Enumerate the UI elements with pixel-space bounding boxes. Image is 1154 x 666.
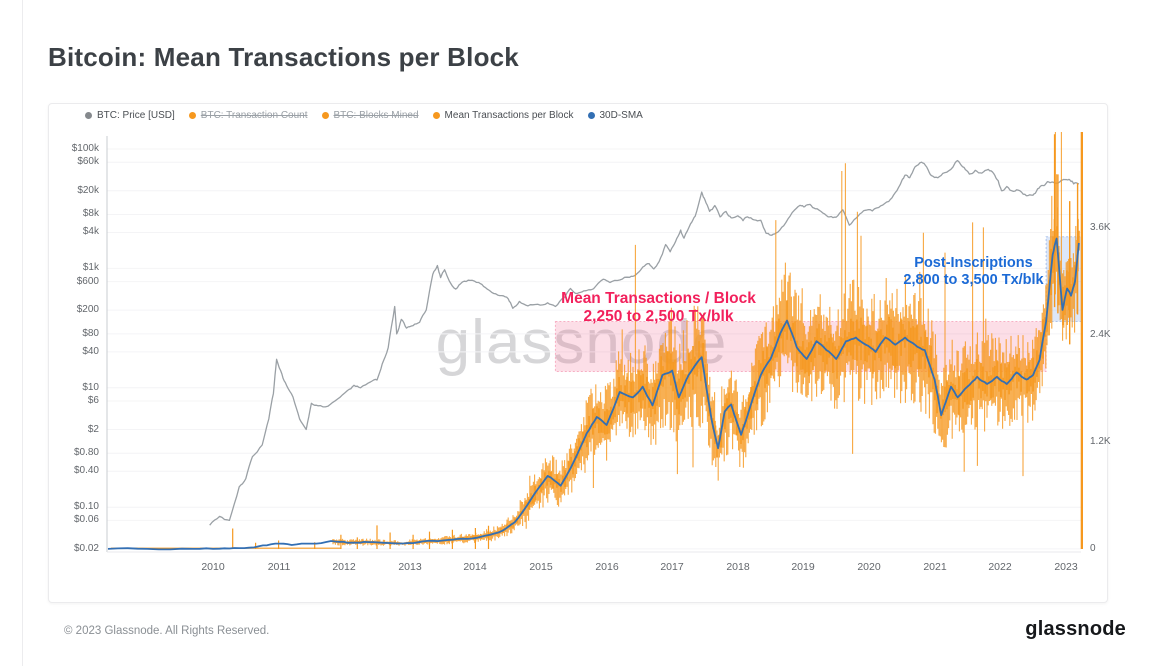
btc-price-line [209, 159, 1080, 526]
page-edge-divider [22, 0, 23, 666]
x-axis-tick: 2019 [791, 561, 815, 573]
x-axis-tick: 2016 [595, 561, 619, 573]
left-axis-tick: $0.02 [73, 543, 99, 554]
x-axis-tick: 2023 [1054, 561, 1078, 573]
legend-item-transaction-count[interactable]: BTC: Transaction Count [188, 110, 308, 121]
left-axis-tick: $0.80 [73, 447, 99, 458]
legend-label: Mean Transactions per Block [444, 110, 574, 121]
left-axis-tick: $80 [82, 328, 99, 339]
annotation-line: Post-Inscriptions [914, 255, 1033, 271]
x-axis-tick: 2013 [398, 561, 422, 573]
x-axis-tick: 2012 [332, 561, 356, 573]
left-axis-tick: $100k [71, 143, 99, 154]
left-axis-tick: $0.40 [73, 465, 99, 476]
x-axis-tick: 2015 [529, 561, 553, 573]
series-dot-icon [321, 112, 329, 119]
series-dot-icon [188, 112, 196, 119]
series-dot-icon [85, 112, 92, 119]
x-axis-tick: 2018 [726, 561, 750, 573]
copyright-text: © 2023 Glassnode. All Rights Reserved. [64, 625, 270, 637]
left-axis-tick: $8k [82, 208, 99, 219]
chart-plot[interactable] [49, 104, 1107, 602]
x-axis-tick: 2011 [267, 561, 291, 573]
series-dot-icon [587, 112, 595, 119]
right-axis-tick: 2.4K [1090, 329, 1111, 340]
left-axis-tick: $6 [87, 395, 99, 406]
annotation-line: 2,800 to 3,500 Tx/blk [903, 272, 1044, 288]
legend-label: BTC: Blocks Mined [333, 110, 419, 121]
x-axis-tick: 2021 [923, 561, 947, 573]
legend-label: 30D-SMA [599, 110, 643, 121]
right-axis-tick: 0 [1090, 543, 1096, 554]
legend-item-btc-price[interactable]: BTC: Price [USD] [85, 110, 175, 121]
glassnode-watermark: glassnode [409, 310, 754, 376]
left-axis-tick: $0.10 [73, 501, 99, 512]
left-axis-tick: $40 [82, 346, 99, 357]
chart-card: BTC: Price [USD] BTC: Transaction Count … [48, 103, 1111, 603]
x-axis-tick: 2017 [660, 561, 684, 573]
legend-label: BTC: Price [USD] [97, 110, 175, 121]
left-axis-tick: $4k [82, 226, 99, 237]
left-axis-tick: $600 [76, 276, 99, 287]
left-axis-tick: $200 [76, 304, 99, 315]
left-axis-tick: $1k [82, 262, 99, 273]
left-axis-tick: $0.06 [73, 514, 99, 525]
x-axis-tick: 2022 [988, 561, 1012, 573]
annotation-line: 2,250 to 2,500 Tx/blk [583, 308, 734, 325]
right-axis-tick: 1.2K [1090, 436, 1111, 447]
x-axis-tick: 2010 [201, 561, 225, 573]
series-dot-icon [432, 112, 440, 119]
left-axis-tick: $10 [82, 382, 99, 393]
sma-line [107, 237, 1080, 551]
mean-range-annotation: Mean Transactions / Block 2,250 to 2,500… [501, 290, 816, 326]
chart-title: Bitcoin: Mean Transactions per Block [48, 42, 519, 72]
x-axis-tick: 2014 [463, 561, 487, 573]
chart-legend: BTC: Price [USD] BTC: Transaction Count … [85, 110, 643, 121]
left-axis-tick: $2 [87, 424, 99, 435]
legend-label: BTC: Transaction Count [200, 110, 308, 121]
right-axis-tick: 3.6K [1090, 222, 1111, 233]
post-inscriptions-annotation: Post-Inscriptions 2,800 to 3,500 Tx/blk [841, 255, 1106, 289]
legend-item-mean-tx-per-block[interactable]: Mean Transactions per Block [432, 110, 574, 121]
legend-item-30d-sma[interactable]: 30D-SMA [587, 110, 643, 121]
x-axis-tick: 2020 [857, 561, 881, 573]
legend-item-blocks-mined[interactable]: BTC: Blocks Mined [321, 110, 419, 121]
annotation-line: Mean Transactions / Block [561, 290, 756, 307]
left-axis-tick: $20k [77, 185, 99, 196]
left-axis-tick: $60k [77, 156, 99, 167]
glassnode-logo: glassnode [1025, 618, 1126, 640]
